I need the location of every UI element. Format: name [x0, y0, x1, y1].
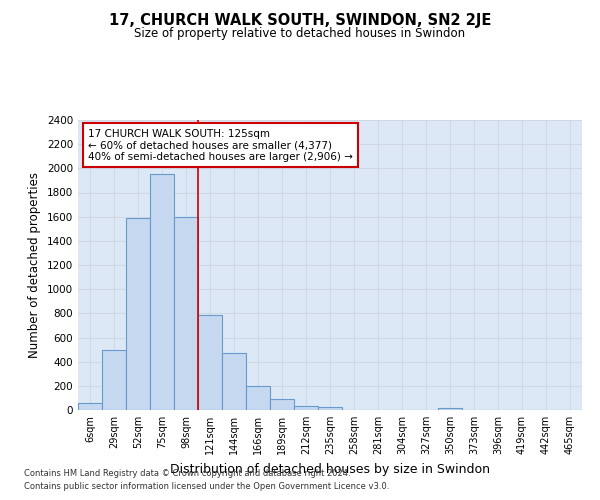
Bar	[294, 406, 318, 410]
Bar	[78, 403, 102, 410]
Bar	[102, 350, 126, 410]
Bar	[222, 353, 246, 410]
Bar	[126, 218, 150, 410]
Y-axis label: Number of detached properties: Number of detached properties	[28, 172, 41, 358]
Bar	[246, 386, 270, 410]
Bar	[174, 216, 198, 410]
Bar	[318, 407, 342, 410]
Text: 17, CHURCH WALK SOUTH, SWINDON, SN2 2JE: 17, CHURCH WALK SOUTH, SWINDON, SN2 2JE	[109, 12, 491, 28]
Bar	[150, 174, 174, 410]
Text: Size of property relative to detached houses in Swindon: Size of property relative to detached ho…	[134, 28, 466, 40]
Text: Contains HM Land Registry data © Crown copyright and database right 2024.: Contains HM Land Registry data © Crown c…	[24, 468, 350, 477]
Text: 17 CHURCH WALK SOUTH: 125sqm
← 60% of detached houses are smaller (4,377)
40% of: 17 CHURCH WALK SOUTH: 125sqm ← 60% of de…	[88, 128, 353, 162]
Bar	[270, 399, 294, 410]
Text: Contains public sector information licensed under the Open Government Licence v3: Contains public sector information licen…	[24, 482, 389, 491]
X-axis label: Distribution of detached houses by size in Swindon: Distribution of detached houses by size …	[170, 462, 490, 475]
Bar	[198, 314, 222, 410]
Bar	[438, 408, 462, 410]
